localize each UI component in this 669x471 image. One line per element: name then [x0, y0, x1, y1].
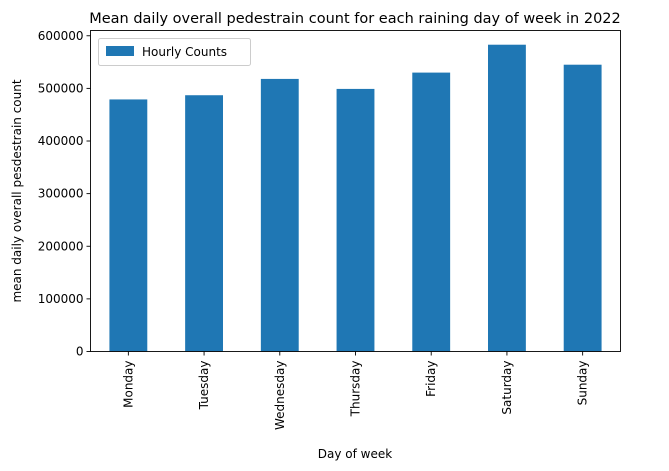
- x-axis-label: Day of week: [318, 447, 392, 461]
- y-tick-label: 200000: [38, 239, 84, 253]
- bar-friday: [412, 72, 451, 352]
- x-tick-label-wednesday: Wednesday: [273, 361, 287, 430]
- x-tick-label-tuesday: Tuesday: [197, 361, 211, 411]
- legend: Hourly Counts: [98, 38, 251, 66]
- y-tick-label: 600000: [38, 29, 84, 43]
- bar-group: [109, 44, 602, 352]
- y-tick-label: 500000: [38, 81, 84, 95]
- legend-swatch: [106, 46, 134, 56]
- x-axis: Monday Tuesday Wednesday Thursday Friday Satu…: [121, 351, 590, 430]
- x-tick-label-friday: Friday: [424, 361, 438, 397]
- bar-wednesday: [260, 78, 299, 352]
- x-tick-label-monday: Monday: [121, 361, 135, 408]
- y-tick-label: 100000: [38, 292, 84, 306]
- y-axis-label: mean daily overall pesdestrain count: [10, 79, 24, 302]
- y-tick-label: 300000: [38, 187, 84, 201]
- x-tick-label-saturday: Saturday: [500, 361, 514, 415]
- y-tick-label: 0: [76, 345, 84, 359]
- bar-sunday: [563, 64, 602, 352]
- chart-title: Mean daily overall pedestrain count for …: [89, 11, 621, 27]
- plot-frame: [90, 30, 621, 352]
- bar-monday: [109, 99, 148, 352]
- y-tick-label: 400000: [38, 134, 84, 148]
- bar-saturday: [488, 44, 526, 352]
- bar-thursday: [336, 88, 375, 352]
- x-tick-label-sunday: Sunday: [576, 361, 590, 406]
- legend-label: Hourly Counts: [142, 45, 227, 59]
- x-tick-label-thursday: Thursday: [349, 361, 363, 418]
- bar-tuesday: [185, 95, 223, 352]
- legend-frame: [98, 38, 251, 66]
- y-axis: 0 100000 200000 300000 400000 500000 600000: [38, 29, 91, 359]
